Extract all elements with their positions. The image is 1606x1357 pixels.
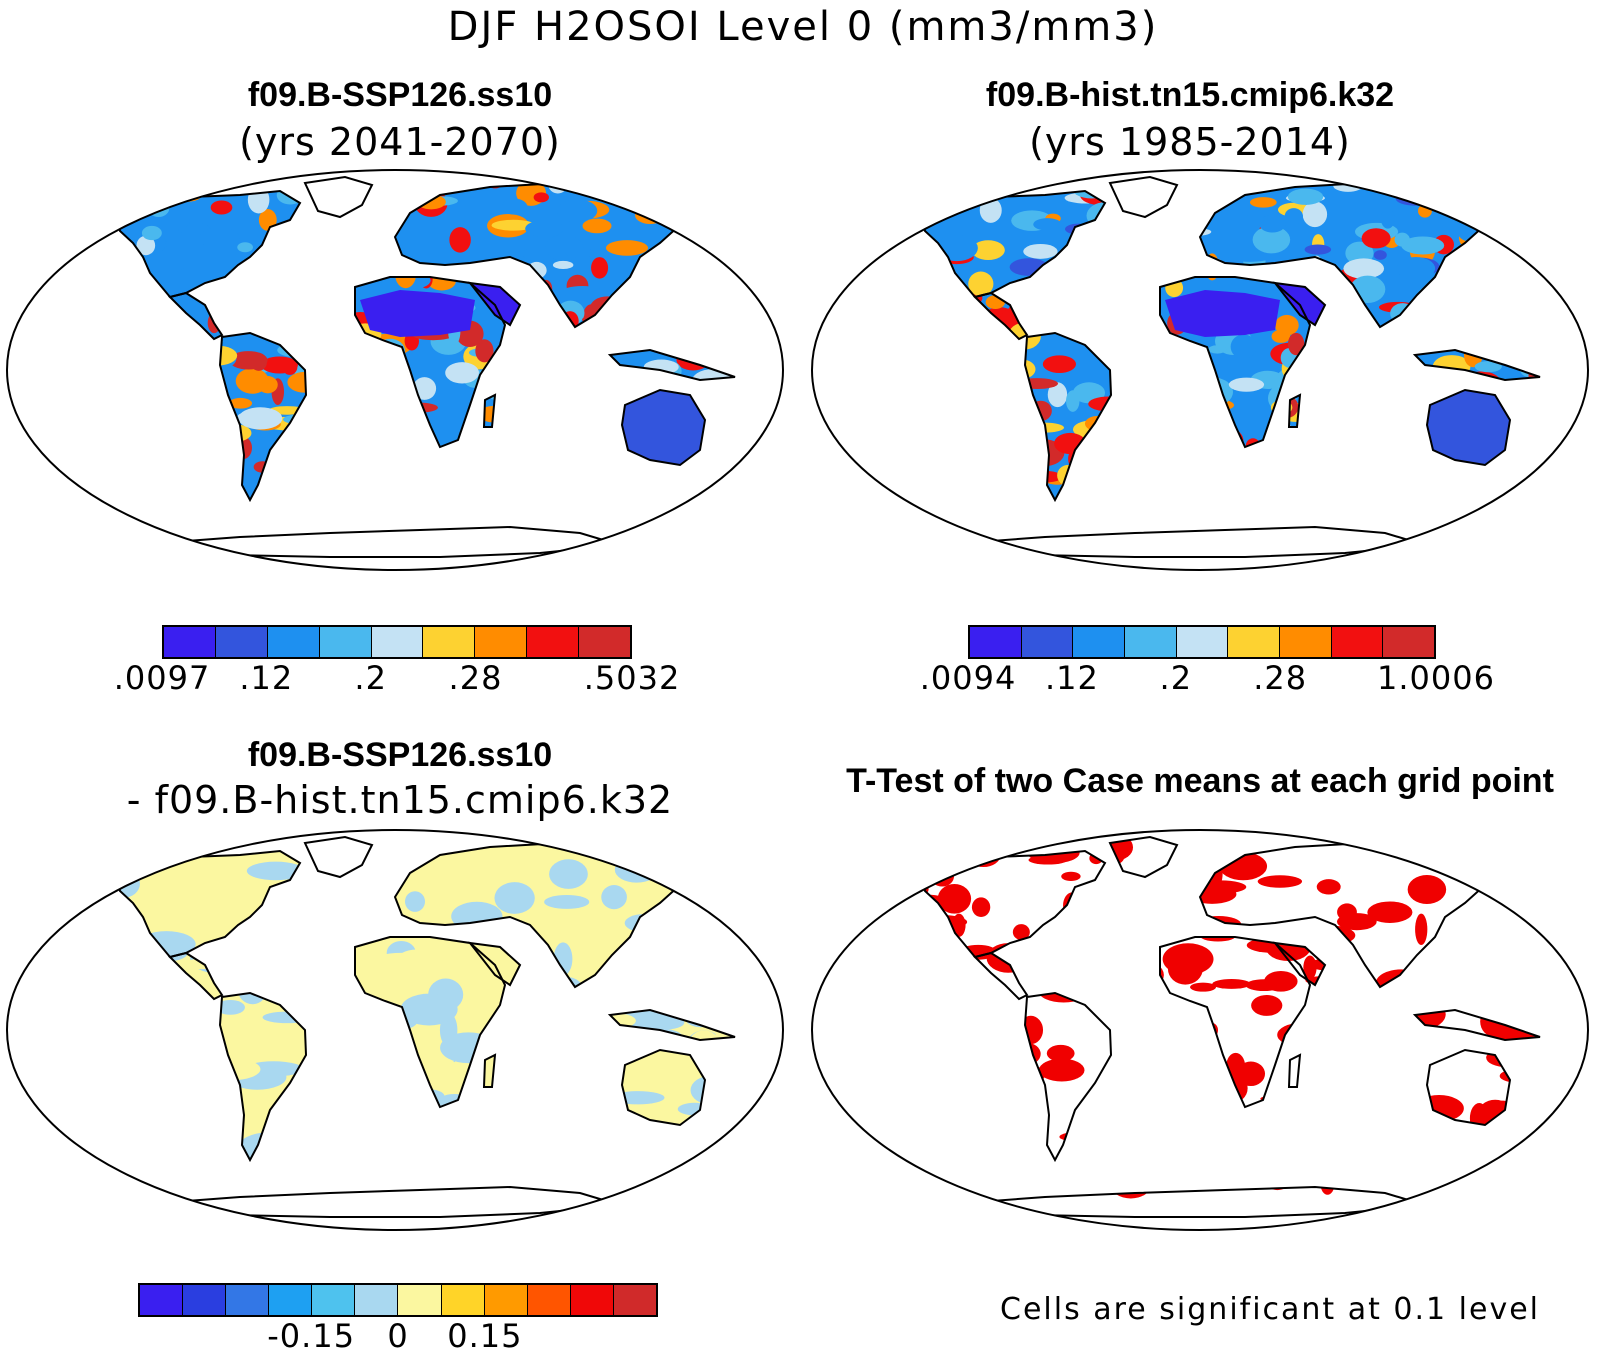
colorbar-swatch (423, 627, 476, 657)
colorbar-label: 1.0006 (1377, 659, 1495, 697)
significance-note: Cells are significant at 0.1 level (1000, 1292, 1541, 1327)
colorbar-swatch (970, 627, 1022, 657)
colorbar-swatch (267, 627, 320, 657)
colorbar-label: .5032 (583, 659, 681, 697)
colorbar-swatches (968, 625, 1436, 659)
colorbar-label: 0 (387, 1317, 409, 1355)
colorbar-swatch (484, 1285, 528, 1315)
panel-top-left-subtitle: (yrs 2041-2070) (239, 120, 561, 164)
colorbar-swatch (140, 1285, 184, 1315)
panel-bottom-right-title: T-Test of two Case means at each grid po… (846, 762, 1554, 800)
map-bottom-right (811, 829, 1589, 1231)
colorbar-swatch (1176, 627, 1229, 657)
colorbar-swatch (1280, 627, 1332, 657)
colorbar-swatch (1125, 627, 1177, 657)
colorbar-swatch (441, 1285, 485, 1315)
colorbar-swatch (475, 627, 528, 657)
map-top-left (6, 169, 784, 571)
colorbar-swatches (162, 625, 632, 659)
panel-top-right-title: f09.B-hist.tn15.cmip6.k32 (985, 76, 1395, 114)
colorbar-labels: -0.15 0 0.15 (138, 1317, 658, 1357)
colorbar-top-left: .0097 .12 .2 .28 .5032 (114, 625, 680, 699)
colorbar-labels: .0097 .12 .2 .28 .5032 (114, 659, 680, 699)
colorbar-label: .2 (1159, 659, 1193, 697)
colorbar-label: .12 (1044, 659, 1099, 697)
colorbar-label: .28 (1253, 659, 1308, 697)
colorbar-swatch (613, 1285, 656, 1315)
colorbar-label: .28 (448, 659, 503, 697)
colorbar-bottom-left: -0.15 0 0.15 (138, 1283, 658, 1357)
panel-top-right-subtitle: (yrs 1985-2014) (1029, 120, 1351, 164)
colorbar-swatch (579, 627, 631, 657)
figure-title: DJF H2OSOI Level 0 (mm3/mm3) (447, 4, 1159, 50)
colorbar-swatch (355, 1285, 399, 1315)
colorbar-label: .2 (354, 659, 387, 697)
colorbar-swatch (164, 627, 216, 657)
colorbar-swatch (1331, 627, 1384, 657)
colorbar-top-right: .0094 .12 .2 .28 1.0006 (920, 625, 1494, 699)
map-top-right (811, 169, 1589, 571)
colorbar-label: .0094 (919, 659, 1017, 697)
panel-bottom-left-subtitle: - f09.B-hist.tn15.cmip6.k32 (126, 778, 674, 822)
colorbar-label: -0.15 (267, 1317, 356, 1355)
panel-bottom-left-title: f09.B-SSP126.ss10 (247, 736, 553, 774)
colorbar-swatch (570, 1285, 614, 1315)
colorbar-swatch (183, 1285, 227, 1315)
colorbar-swatch (1073, 627, 1126, 657)
colorbar-swatch (312, 1285, 356, 1315)
colorbar-swatch (1228, 627, 1281, 657)
colorbar-swatch (398, 1285, 442, 1315)
colorbar-swatch (371, 627, 424, 657)
colorbar-swatch (527, 627, 580, 657)
colorbar-swatch (269, 1285, 313, 1315)
colorbar-labels: .0094 .12 .2 .28 1.0006 (920, 659, 1494, 699)
panel-top-left-title: f09.B-SSP126.ss10 (247, 76, 553, 114)
colorbar-swatch (319, 627, 372, 657)
colorbar-label: 0.15 (447, 1317, 523, 1355)
colorbar-label: .12 (239, 659, 294, 697)
colorbar-swatch (1021, 627, 1074, 657)
colorbar-swatches (138, 1283, 658, 1317)
map-bottom-left (6, 829, 784, 1231)
colorbar-swatch (215, 627, 268, 657)
colorbar-swatch (1383, 627, 1435, 657)
colorbar-label: .0097 (113, 659, 211, 697)
colorbar-swatch (226, 1285, 270, 1315)
colorbar-swatch (527, 1285, 571, 1315)
